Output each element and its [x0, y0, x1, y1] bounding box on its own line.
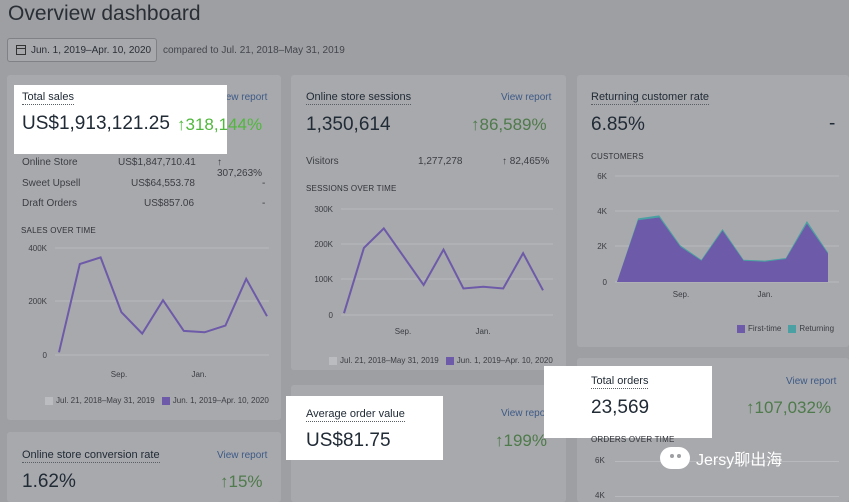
orders-gridline: [615, 496, 839, 497]
aov-pct: ↑199%: [495, 431, 547, 450]
sessions-title: Online store sessions: [306, 91, 412, 105]
x-tick: Jan.: [191, 370, 206, 379]
sessions-row-visitors: Visitors 1,277,278 ↑ 82,465%: [306, 156, 551, 167]
y-tick: 100K: [314, 275, 333, 284]
returning-title: Returning customer rate: [591, 91, 709, 105]
total-sales-title: Total sales: [22, 91, 74, 105]
y-tick: 6K: [597, 172, 607, 181]
customers-chart: 6K 4K 2K 0 Sep. Jan.: [597, 172, 839, 299]
legend-label: Jul. 21, 2018–May 31, 2019: [340, 356, 439, 365]
sales-row-online-store: Online Store US$1,847,710.41 ↑ 307,263%: [22, 157, 267, 179]
x-tick: Sep.: [111, 370, 127, 379]
date-range-label: Jun. 1, 2019–Apr. 10, 2020: [31, 44, 152, 56]
row-name: Visitors: [306, 156, 339, 167]
y-tick: 2K: [597, 242, 607, 251]
orders-view-report[interactable]: View report: [786, 376, 837, 387]
row-value: 1,277,278: [418, 156, 463, 167]
watermark-text: Jersy聊出海: [696, 452, 783, 469]
row-pct: ↑ 307,263%: [217, 157, 263, 179]
row-value: US$857.06: [144, 198, 195, 209]
watermark: Jersy聊出海: [660, 446, 782, 470]
aov-title: Average order value: [306, 408, 405, 422]
page-title: Overview dashboard: [8, 2, 201, 25]
sessions-view-report[interactable]: View report: [501, 92, 552, 103]
first-time-area: [617, 217, 828, 282]
sales-row-sweet-upsell: Sweet Upsell US$64,553.78 -: [22, 178, 267, 189]
returning-pct: -: [829, 113, 836, 134]
returning-card: Returning customer rate 6.85% - CUSTOMER…: [577, 75, 849, 347]
legend-label: First-time: [748, 324, 782, 333]
legend-swatch: [737, 324, 745, 333]
sessions-series-line: [343, 226, 544, 314]
y-tick: 0: [603, 278, 608, 287]
x-tick: Jan.: [757, 290, 772, 299]
sales-chart-title: SALES OVER TIME: [21, 226, 96, 235]
calendar-icon: [16, 45, 26, 55]
conversion-card: Online store conversion rate View report…: [7, 432, 281, 502]
total-sales-value: US$1,913,121.25: [22, 113, 170, 134]
sessions-pct: ↑86,589%: [471, 115, 547, 134]
customers-legend: First-time Returning: [737, 324, 834, 333]
sales-row-draft-orders: Draft Orders US$857.06 -: [22, 198, 267, 209]
conversion-view-report[interactable]: View report: [217, 450, 268, 461]
orders-y-tick: 4K: [595, 491, 605, 500]
sessions-chart-title: SESSIONS OVER TIME: [306, 184, 397, 193]
aov-highlight: Average order value US$81.75: [286, 396, 443, 460]
returning-chart-title: CUSTOMERS: [591, 152, 644, 161]
orders-chart-title: ORDERS OVER TIME: [591, 435, 675, 444]
row-value: US$64,553.78: [131, 178, 195, 189]
total-sales-pct: ↑318,144%: [177, 115, 263, 134]
x-tick: Sep.: [395, 327, 411, 336]
orders-title: Total orders: [591, 375, 649, 389]
legend-swatch: [788, 324, 797, 333]
row-pct: -: [262, 178, 266, 189]
sales-chart: 400K 200K 0 Sep. Jan.: [28, 244, 269, 379]
sessions-card: Online store sessions View report 1,350,…: [291, 75, 566, 370]
x-tick: Sep.: [673, 290, 689, 299]
row-name: Sweet Upsell: [22, 178, 81, 189]
x-tick: Jan.: [475, 327, 490, 336]
aov-view-report[interactable]: View report: [501, 408, 552, 419]
row-name: Online Store: [22, 157, 78, 168]
legend-swatch: [445, 356, 454, 365]
y-tick: 0: [43, 351, 48, 360]
orders-value: 23,569: [591, 397, 650, 418]
compare-text: compared to Jul. 21, 2018–May 31, 2019: [163, 45, 345, 56]
wechat-icon: [660, 447, 690, 469]
conversion-value: 1.62%: [22, 471, 76, 492]
y-tick: 200K: [314, 240, 333, 249]
returning-value: 6.85%: [591, 114, 645, 135]
sales-legend: Jul. 21, 2018–May 31, 2019 Jun. 1, 2019–…: [45, 396, 269, 405]
sessions-legend: Jul. 21, 2018–May 31, 2019 Jun. 1, 2019–…: [329, 356, 553, 365]
total-sales-highlight: Total sales US$1,913,121.25 ↑318,144%: [14, 85, 262, 154]
aov-value: US$81.75: [306, 430, 391, 451]
legend-label: Jun. 1, 2019–Apr. 10, 2020: [172, 396, 269, 405]
legend-swatch: [161, 396, 170, 405]
legend-label: Jun. 1, 2019–Apr. 10, 2020: [456, 356, 553, 365]
sales-series-line: [58, 256, 268, 353]
orders-gridline: [615, 461, 839, 462]
orders-y-tick: 6K: [595, 456, 605, 465]
y-tick: 400K: [28, 244, 47, 253]
legend-swatch: [329, 356, 337, 365]
date-range-button[interactable]: Jun. 1, 2019–Apr. 10, 2020: [7, 38, 157, 62]
row-value: US$1,847,710.41: [118, 157, 196, 168]
sessions-chart: 300K 200K 100K 0 Sep. Jan.: [314, 205, 553, 336]
y-tick: 300K: [314, 205, 333, 214]
legend-label: Jul. 21, 2018–May 31, 2019: [56, 396, 155, 405]
y-tick: 4K: [597, 207, 607, 216]
legend-swatch: [45, 396, 53, 405]
row-pct: -: [262, 198, 266, 209]
total-sales-view-report[interactable]: View report: [217, 92, 268, 103]
y-tick: 200K: [28, 297, 47, 306]
conversion-title: Online store conversion rate: [22, 449, 160, 463]
legend-label: Returning: [799, 324, 835, 333]
y-tick: 0: [329, 311, 334, 320]
row-pct: ↑ 82,465%: [502, 156, 550, 167]
row-name: Draft Orders: [22, 198, 78, 209]
orders-highlight: Total orders 23,569 ORDERS OVER TIME: [544, 366, 712, 444]
conversion-pct: ↑15%: [220, 472, 263, 491]
sessions-value: 1,350,614: [306, 114, 391, 135]
orders-pct: ↑107,032%: [746, 398, 832, 417]
